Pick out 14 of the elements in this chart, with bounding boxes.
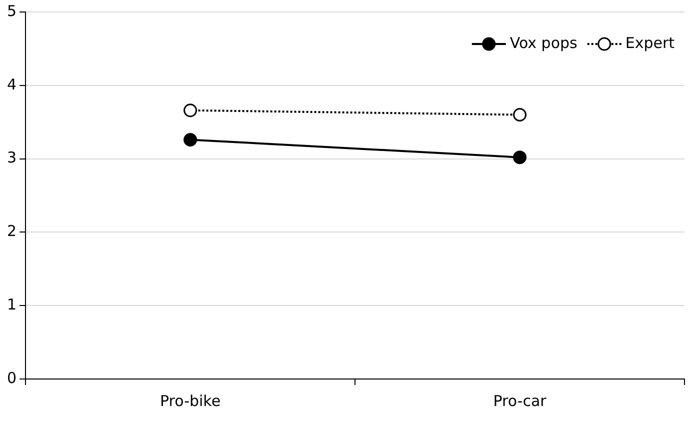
- y-tick-label: 5: [6, 2, 17, 20]
- point: [513, 150, 527, 164]
- y-tick-label: 3: [6, 148, 17, 167]
- point: [184, 104, 198, 118]
- legend-label: Expert: [625, 34, 675, 52]
- y-tick-label: 1: [6, 295, 17, 314]
- legend-label: Vox pops: [510, 34, 578, 52]
- x-tick-label: Pro-car: [493, 392, 548, 410]
- point: [184, 132, 198, 146]
- y-tick-label: 0: [6, 368, 17, 387]
- x-tick-label: Pro-bike: [160, 392, 221, 410]
- point: [513, 108, 527, 122]
- y-tick-label: 4: [6, 75, 17, 94]
- y-tick-label: 2: [6, 222, 17, 240]
